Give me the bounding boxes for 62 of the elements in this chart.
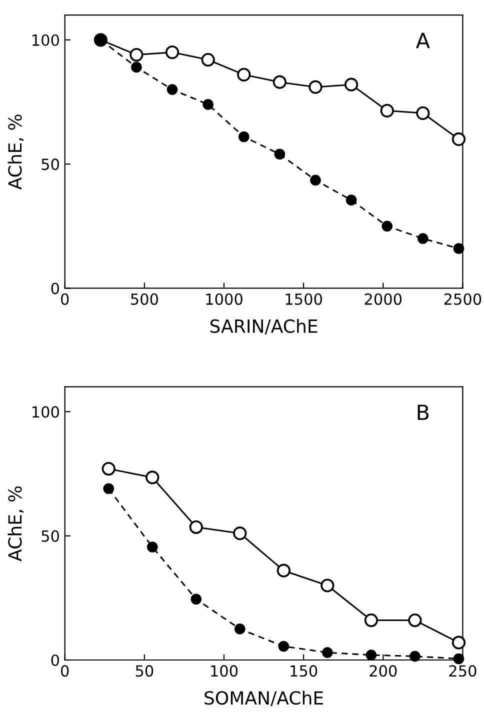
point <box>276 564 290 578</box>
y-tick-label: 0 <box>51 282 59 294</box>
point <box>272 75 286 89</box>
point <box>418 233 428 244</box>
x-tick-label: 2500 <box>444 293 482 305</box>
x-tick-label: 2000 <box>364 293 402 305</box>
point <box>410 650 420 662</box>
point <box>344 78 358 92</box>
point <box>146 542 158 552</box>
point <box>237 68 251 82</box>
x-tick-label: 500 <box>131 293 158 305</box>
point <box>166 84 178 95</box>
x-tick-label: 250 <box>449 665 476 677</box>
y-tick-label: 100 <box>32 34 59 46</box>
point <box>190 594 202 605</box>
point <box>234 624 246 634</box>
point <box>320 578 334 592</box>
x-tick-label: 150 <box>290 665 318 677</box>
point <box>130 48 144 62</box>
point <box>102 462 116 476</box>
point <box>382 220 393 232</box>
x-tick-label: 50 <box>136 665 154 677</box>
annotation: B <box>418 404 429 420</box>
y-tick-label: 50 <box>42 158 59 170</box>
point <box>453 653 464 664</box>
point <box>278 640 290 652</box>
point <box>366 650 377 660</box>
point <box>322 647 333 658</box>
point <box>131 62 142 73</box>
annotation: A <box>416 32 430 48</box>
point <box>452 636 466 650</box>
y-tick-label: 100 <box>32 406 59 418</box>
x-tick-label: 200 <box>370 665 397 677</box>
point <box>416 106 430 120</box>
y-axis-title: AChE, % <box>8 486 24 562</box>
point <box>274 148 286 160</box>
point <box>202 99 214 110</box>
point <box>308 80 322 94</box>
point <box>146 470 160 484</box>
y-axis-title: AChE, % <box>8 114 24 190</box>
point <box>233 526 247 540</box>
x-tick-label: 1500 <box>286 293 322 305</box>
point <box>201 52 215 67</box>
point <box>165 46 180 60</box>
point <box>453 243 464 254</box>
point <box>238 131 250 142</box>
x-tick-label: 100 <box>211 665 238 677</box>
x-tick-label: 0 <box>61 293 69 305</box>
y-tick-label: 0 <box>51 654 59 666</box>
point <box>380 104 394 118</box>
point <box>189 520 203 534</box>
x-tick-label: 1000 <box>206 293 242 305</box>
point <box>364 613 378 628</box>
point <box>452 132 466 146</box>
point <box>408 613 422 628</box>
x-tick-label: 0 <box>61 665 69 677</box>
point <box>346 194 357 206</box>
x-axis-title: SARIN/AChE <box>210 318 318 334</box>
y-tick-label: 50 <box>42 530 59 542</box>
x-axis-title: SOMAN/AChE <box>204 690 323 706</box>
point <box>310 174 321 186</box>
point <box>103 483 114 494</box>
